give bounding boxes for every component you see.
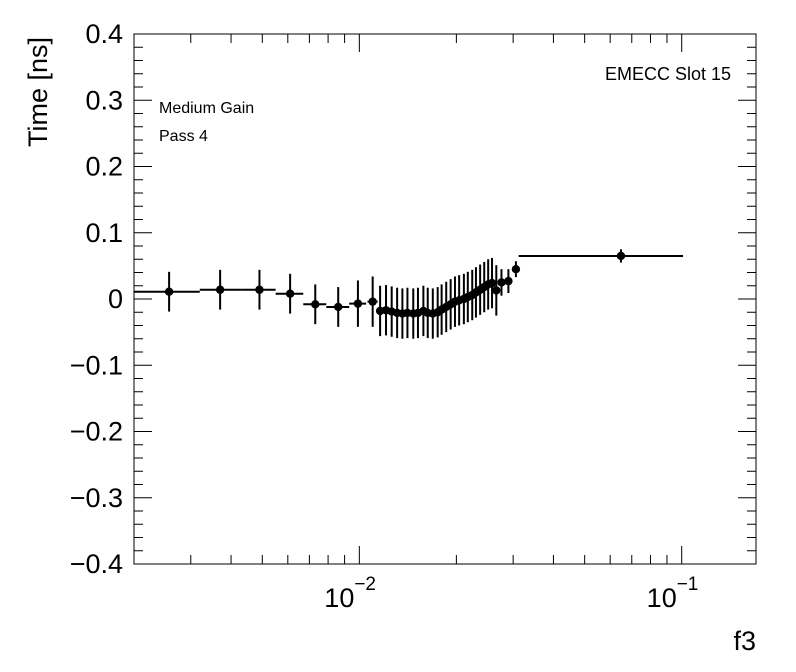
y-tick-label: −0.2 bbox=[70, 417, 123, 447]
y-tick-label: 0.1 bbox=[85, 218, 123, 248]
y-tick-label: 0.2 bbox=[85, 152, 123, 182]
point-marker bbox=[334, 302, 343, 312]
x-tick-exponent: −2 bbox=[354, 574, 376, 595]
data-point bbox=[275, 273, 304, 314]
y-tick-label: −0.3 bbox=[70, 483, 123, 513]
data-point bbox=[134, 271, 200, 312]
gain-annotation: Medium Gain bbox=[159, 100, 254, 117]
point-marker bbox=[255, 285, 264, 294]
point-marker bbox=[215, 285, 225, 294]
data-point bbox=[497, 269, 506, 296]
slot-annotation: EMECC Slot 15 bbox=[605, 64, 731, 84]
point-marker bbox=[504, 276, 513, 286]
pass-annotation: Pass 4 bbox=[159, 128, 208, 145]
data-point bbox=[241, 269, 276, 310]
point-marker bbox=[492, 286, 501, 295]
data-point bbox=[492, 265, 501, 316]
data-marks bbox=[134, 249, 684, 339]
data-point bbox=[504, 269, 513, 294]
x-tick-exponent: −1 bbox=[677, 574, 699, 595]
x-tick-label: 10 bbox=[324, 583, 354, 613]
data-point bbox=[487, 257, 497, 309]
data-point bbox=[367, 276, 378, 327]
point-marker bbox=[285, 289, 295, 298]
data-point bbox=[518, 249, 684, 263]
x-tick-label: 10 bbox=[647, 583, 677, 613]
x-axis-label: f3 bbox=[733, 626, 756, 656]
y-tick-label: 0 bbox=[108, 284, 123, 314]
data-point bbox=[303, 284, 327, 325]
tick-marks bbox=[133, 33, 756, 565]
point-marker bbox=[164, 287, 174, 296]
point-marker bbox=[353, 299, 363, 308]
point-marker bbox=[368, 297, 377, 306]
y-tick-label: −0.1 bbox=[70, 350, 123, 380]
y-tick-label: 0.3 bbox=[85, 85, 123, 115]
point-marker bbox=[497, 278, 506, 287]
y-tick-label: 0.4 bbox=[85, 19, 123, 49]
data-point bbox=[349, 280, 367, 327]
y-axis-label: Time [ns] bbox=[23, 37, 53, 147]
point-marker bbox=[616, 251, 626, 261]
data-point bbox=[326, 287, 350, 327]
y-tick-label: −0.4 bbox=[70, 549, 123, 579]
data-point bbox=[403, 287, 412, 339]
point-marker bbox=[487, 278, 497, 288]
x-tick-labels: 10 −2 10 −1 bbox=[324, 574, 698, 613]
data-point bbox=[511, 261, 521, 278]
y-tick-labels: 0.4 0.3 0.2 0.1 0 −0.1 −0.2 −0.3 −0.4 bbox=[70, 19, 123, 579]
point-marker bbox=[511, 264, 521, 274]
point-marker bbox=[311, 300, 320, 309]
data-point bbox=[199, 269, 242, 310]
